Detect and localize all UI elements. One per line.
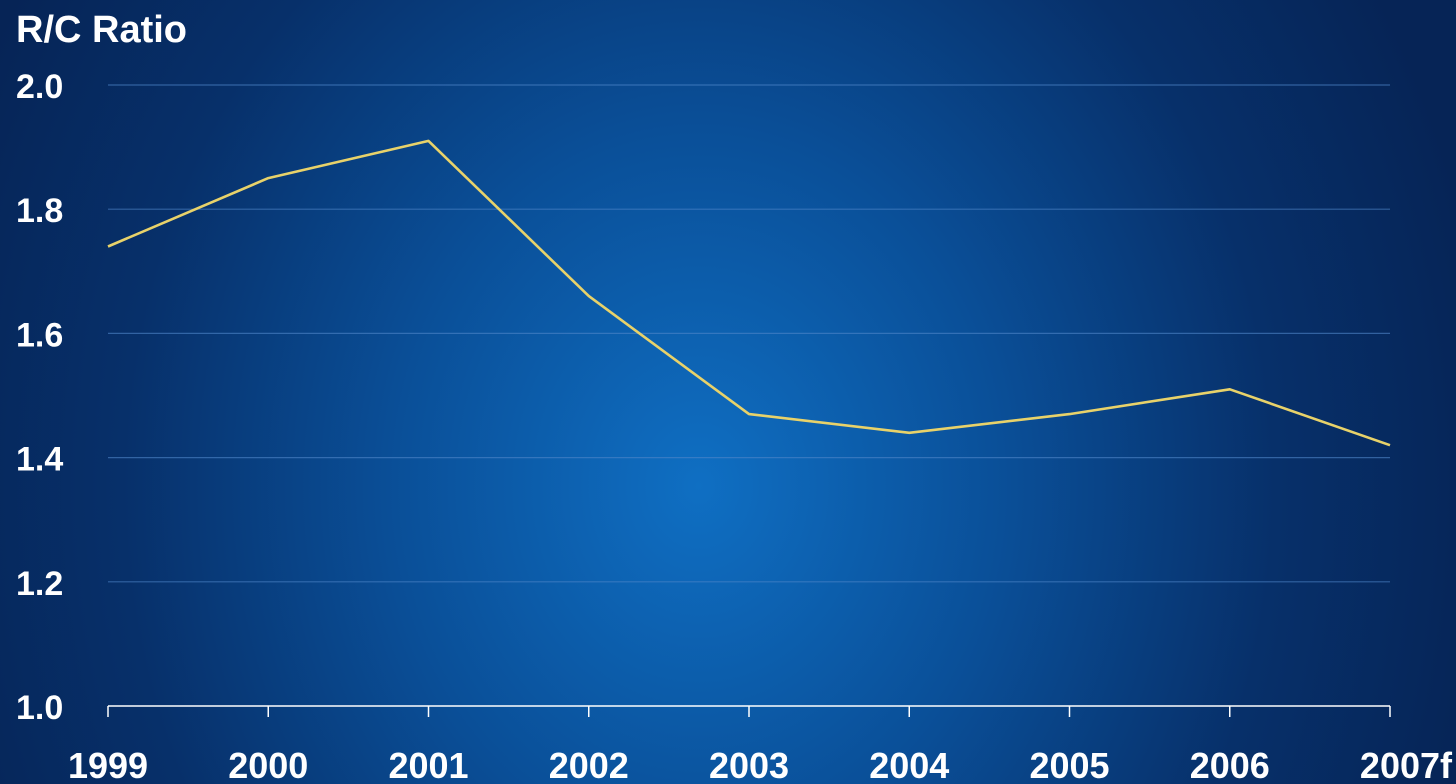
- x-tick-label: 2002: [549, 745, 629, 784]
- gridlines: [108, 84, 1390, 583]
- y-tick-label: 1.2: [16, 565, 63, 603]
- y-tick-label: 2.0: [16, 68, 63, 106]
- x-tick-label: 2000: [228, 745, 308, 784]
- x-tick-label: 1999: [68, 745, 148, 784]
- x-tick-label: 2005: [1029, 745, 1109, 784]
- x-tick-label: 2007f: [1360, 745, 1453, 784]
- y-tick-label: 1.4: [16, 441, 63, 479]
- y-tick-label: 1.0: [16, 689, 63, 727]
- y-tick-label: 1.8: [16, 192, 63, 230]
- x-tick-label: 2004: [869, 745, 949, 784]
- x-tick-label: 2003: [709, 745, 789, 784]
- y-tick-label: 1.6: [16, 316, 63, 354]
- y-tick-labels: 1.0 1.2 1.4 1.6 1.8 2.0: [16, 68, 63, 727]
- x-tick-labels: 1999 2000 2001 2002 2003 2004 2005 2006 2007f: [68, 745, 1453, 784]
- series-line: [107, 139, 1391, 447]
- x-axis: [107, 705, 1391, 717]
- series-layer: [107, 139, 1391, 447]
- x-tick-label: 2001: [388, 745, 468, 784]
- y-axis-label: R/C Ratio: [16, 9, 187, 51]
- x-tick-label: 2006: [1190, 745, 1270, 784]
